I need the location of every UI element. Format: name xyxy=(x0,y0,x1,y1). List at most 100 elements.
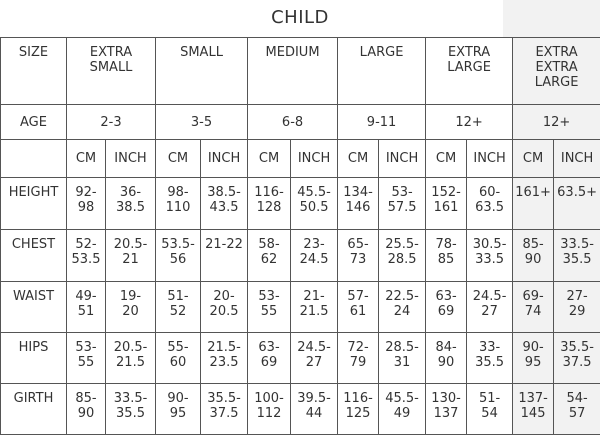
measure-value: 33.5- 35.5 xyxy=(104,383,157,435)
size-header: LARGE xyxy=(337,37,427,105)
measure-value: 25.5- 28.5 xyxy=(378,229,427,282)
measure-value: 52- 53.5 xyxy=(66,229,106,282)
table-row: WAIST 49- 51 19- 20 51- 52 20- 20.5 53- 55 21-… xyxy=(0,281,600,333)
measure-value: 161+ xyxy=(512,177,555,230)
measure-value: 23- 24.5 xyxy=(290,229,339,282)
unit-label: CM xyxy=(66,139,106,178)
measure-value: 21- 21.5 xyxy=(290,281,339,333)
measure-value: 53.5- 56 xyxy=(155,229,202,282)
unit-label: CM xyxy=(247,139,292,178)
measure-value: 22.5- 24 xyxy=(378,281,427,333)
measure-value: 45.5- 50.5 xyxy=(290,177,339,230)
measure-value: 21-22 xyxy=(200,229,249,282)
table-row: HIPS 53- 55 20.5- 21.5 55- 60 21.5- 23.5 63- … xyxy=(0,332,600,384)
measure-value: 38.5- 43.5 xyxy=(200,177,249,230)
table-row: HEIGHT 92- 98 36- 38.5 98- 110 38.5- 43.5 116… xyxy=(0,177,600,230)
title-bar: CHILD xyxy=(0,0,600,38)
unit-label: CM xyxy=(155,139,202,178)
unit-label: CM xyxy=(337,139,380,178)
measure-value: 51- 52 xyxy=(155,281,202,333)
age-value: 2-3 xyxy=(65,104,157,140)
measure-value: 134- 146 xyxy=(337,177,380,230)
measure-value: 152- 161 xyxy=(425,177,468,230)
unit-label: INCH xyxy=(200,139,249,178)
measure-value: 53- 55 xyxy=(66,332,106,384)
measure-value: 84- 90 xyxy=(425,332,468,384)
measure-value: 53- 55 xyxy=(247,281,292,333)
measure-value: 49- 51 xyxy=(66,281,106,333)
measure-value: 85- 90 xyxy=(66,383,106,435)
table-row: CM INCH CM INCH CM INCH CM INCH CM INCH CM INCH xyxy=(0,139,600,178)
age-value: 9-11 xyxy=(337,104,427,140)
measure-value: 19- 20 xyxy=(104,281,157,333)
age-value: 12+ xyxy=(425,104,514,140)
measure-value: 63- 69 xyxy=(425,281,468,333)
measure-value: 57- 61 xyxy=(337,281,380,333)
table-row: SIZE EXTRA SMALL SMALL MEDIUM LARGE EXTRA LAR… xyxy=(0,37,600,105)
measure-value: 24.5- 27 xyxy=(466,281,514,333)
title-shade xyxy=(503,0,600,38)
age-value: 12+ xyxy=(512,104,600,140)
measure-value: 137- 145 xyxy=(512,383,555,435)
measure-value: 72- 79 xyxy=(337,332,380,384)
measure-value: 92- 98 xyxy=(66,177,106,230)
measure-value: 69- 74 xyxy=(512,281,555,333)
unit-label: CM xyxy=(512,139,555,178)
measure-value: 90- 95 xyxy=(155,383,202,435)
measure-value: 35.5- 37.5 xyxy=(200,383,249,435)
unit-label: INCH xyxy=(466,139,514,178)
measure-value: 20.5- 21 xyxy=(104,229,157,282)
measure-value: 85- 90 xyxy=(512,229,555,282)
measure-value: 30.5- 33.5 xyxy=(466,229,514,282)
unit-label: INCH xyxy=(104,139,157,178)
unit-label: INCH xyxy=(290,139,339,178)
table-row: CHEST 52- 53.5 20.5- 21 53.5- 56 21-22 58- 62… xyxy=(0,229,600,282)
measure-value: 54- 57 xyxy=(553,383,600,435)
measure-value: 45.5- 49 xyxy=(378,383,427,435)
measure-value: 116- 125 xyxy=(337,383,380,435)
measure-value: 53- 57.5 xyxy=(378,177,427,230)
measure-value: 65- 73 xyxy=(337,229,380,282)
age-label: AGE xyxy=(0,104,67,140)
measure-value: 78- 85 xyxy=(425,229,468,282)
measure-label: HIPS xyxy=(0,332,67,384)
unit-label: INCH xyxy=(553,139,600,178)
size-header: EXTRA SMALL xyxy=(65,37,157,105)
measure-label: WAIST xyxy=(0,281,67,333)
measure-value: 39.5- 44 xyxy=(290,383,339,435)
measure-value: 36- 38.5 xyxy=(104,177,157,230)
unit-label: CM xyxy=(425,139,468,178)
measure-value: 51- 54 xyxy=(466,383,514,435)
measure-label: CHEST xyxy=(0,229,67,282)
size-table: SIZE EXTRA SMALL SMALL MEDIUM LARGE EXTRA LAR… xyxy=(0,37,600,435)
measure-value: 100- 112 xyxy=(247,383,292,435)
measure-value: 116- 128 xyxy=(247,177,292,230)
age-value: 3-5 xyxy=(155,104,249,140)
size-header: MEDIUM xyxy=(247,37,339,105)
measure-value: 21.5- 23.5 xyxy=(200,332,249,384)
measure-value: 55- 60 xyxy=(155,332,202,384)
measure-value: 63- 69 xyxy=(247,332,292,384)
measure-value: 60- 63.5 xyxy=(466,177,514,230)
size-header: SMALL xyxy=(155,37,249,105)
measure-value: 27- 29 xyxy=(553,281,600,333)
measure-label: GIRTH xyxy=(0,383,67,435)
measure-value: 20- 20.5 xyxy=(200,281,249,333)
measure-label: HEIGHT xyxy=(0,177,67,230)
blank-cell xyxy=(0,139,67,178)
measure-value: 90- 95 xyxy=(512,332,555,384)
size-header: EXTRA EXTRA LARGE xyxy=(512,37,600,105)
measure-value: 24.5- 27 xyxy=(290,332,339,384)
title: CHILD xyxy=(271,7,329,28)
measure-value: 58- 62 xyxy=(247,229,292,282)
table-row: AGE 2-3 3-5 6-8 9-11 12+ 12+ xyxy=(0,104,600,140)
measure-value: 98- 110 xyxy=(155,177,202,230)
measure-value: 20.5- 21.5 xyxy=(104,332,157,384)
unit-label: INCH xyxy=(378,139,427,178)
measure-value: 63.5+ xyxy=(553,177,600,230)
measure-value: 33.5- 35.5 xyxy=(553,229,600,282)
measure-value: 28.5- 31 xyxy=(378,332,427,384)
size-label: SIZE xyxy=(0,37,67,105)
measure-value: 130- 137 xyxy=(425,383,468,435)
